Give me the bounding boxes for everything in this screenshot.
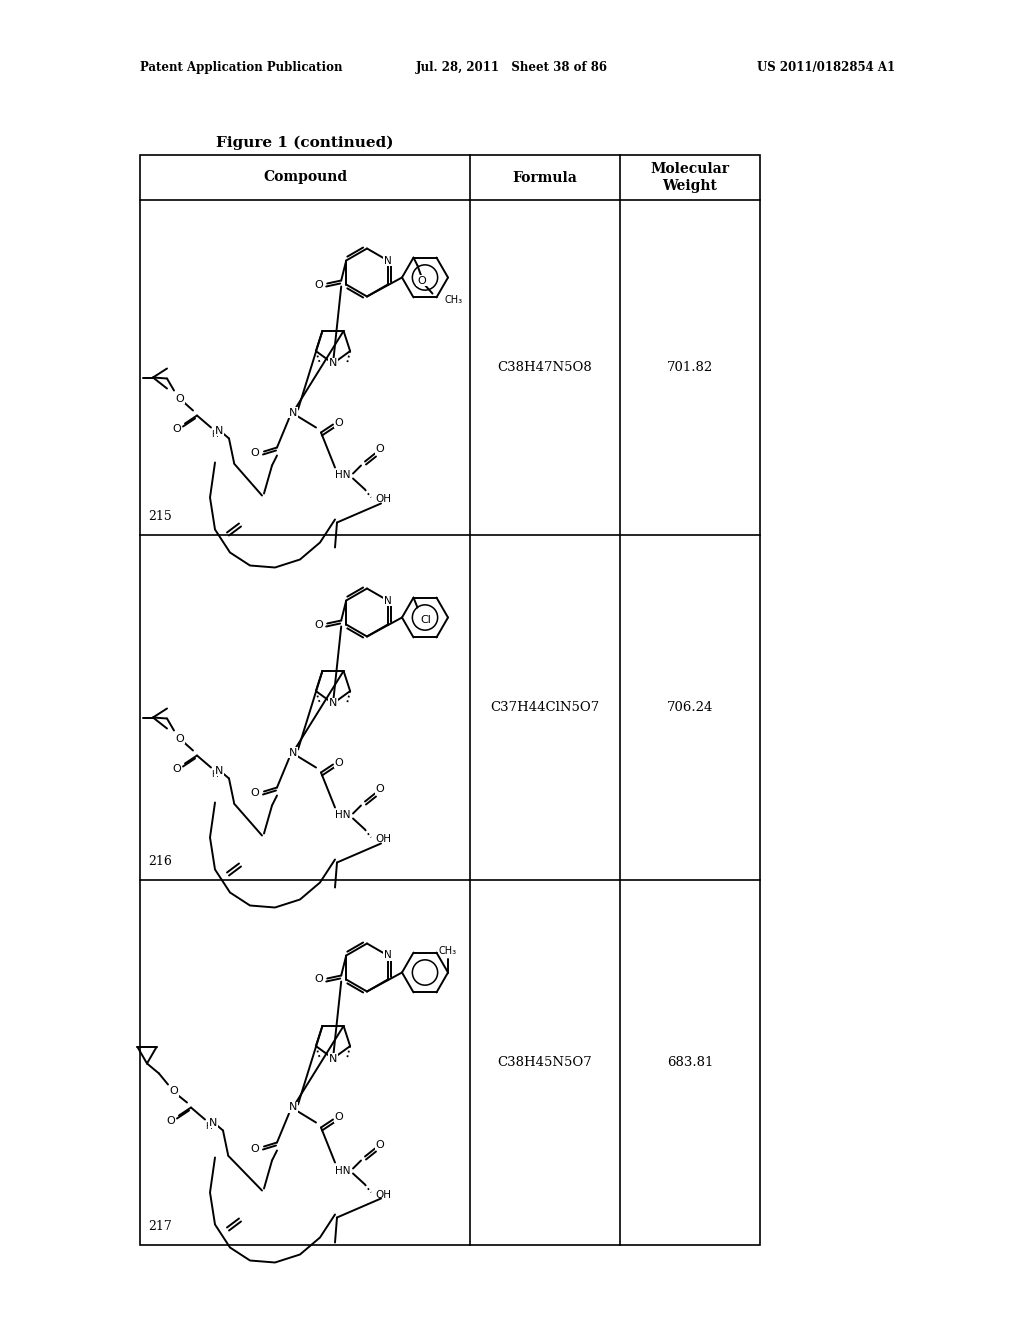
Text: HN: HN <box>335 470 351 480</box>
Text: O: O <box>335 758 343 767</box>
Text: HN: HN <box>335 1166 351 1176</box>
Text: OH: OH <box>375 834 391 845</box>
Text: C38H45N5O7: C38H45N5O7 <box>498 1056 592 1069</box>
Text: C37H44ClN5O7: C37H44ClN5O7 <box>490 701 600 714</box>
Text: O: O <box>335 1113 343 1122</box>
Text: O: O <box>417 276 426 285</box>
Text: Figure 1 (continued): Figure 1 (continued) <box>216 136 394 150</box>
Text: 216: 216 <box>148 855 172 869</box>
Text: O: O <box>173 763 181 774</box>
Text: O: O <box>170 1086 178 1097</box>
Text: O: O <box>314 280 324 289</box>
Text: H: H <box>211 430 217 440</box>
Text: 215: 215 <box>148 510 172 523</box>
Text: N: N <box>384 256 391 265</box>
Text: O: O <box>173 424 181 433</box>
Text: Compound: Compound <box>263 170 347 185</box>
Text: Formula: Formula <box>513 170 578 185</box>
Text: N: N <box>215 766 223 776</box>
Text: O: O <box>176 393 184 404</box>
Text: N: N <box>329 359 337 368</box>
Text: O: O <box>314 619 324 630</box>
Text: OH: OH <box>375 495 391 504</box>
Text: Molecular
Weight: Molecular Weight <box>650 162 729 193</box>
Text: N: N <box>289 408 297 417</box>
Text: H: H <box>205 1122 211 1131</box>
Text: O: O <box>251 788 259 799</box>
Text: O: O <box>251 449 259 458</box>
Text: Jul. 28, 2011   Sheet 38 of 86: Jul. 28, 2011 Sheet 38 of 86 <box>416 62 608 74</box>
Text: O: O <box>251 1143 259 1154</box>
Text: N: N <box>329 698 337 709</box>
Text: OH: OH <box>375 1189 391 1200</box>
Text: N: N <box>209 1118 217 1127</box>
Text: N: N <box>329 1053 337 1064</box>
Text: H: H <box>211 770 217 779</box>
Text: N: N <box>289 747 297 758</box>
Text: N: N <box>384 595 391 606</box>
Text: HN: HN <box>335 810 351 821</box>
Text: O: O <box>376 445 384 454</box>
Text: O: O <box>314 974 324 985</box>
Text: Cl: Cl <box>420 615 431 624</box>
Bar <box>140 154 760 1245</box>
Text: CH₃: CH₃ <box>444 294 463 305</box>
Text: 701.82: 701.82 <box>667 360 713 374</box>
Text: O: O <box>376 1139 384 1150</box>
Text: O: O <box>167 1115 175 1126</box>
Text: 217: 217 <box>148 1220 172 1233</box>
Text: N: N <box>289 1102 297 1113</box>
Text: O: O <box>176 734 184 743</box>
Text: Patent Application Publication: Patent Application Publication <box>140 62 342 74</box>
Text: C38H47N5O8: C38H47N5O8 <box>498 360 592 374</box>
Text: US 2011/0182854 A1: US 2011/0182854 A1 <box>757 62 895 74</box>
Text: 706.24: 706.24 <box>667 701 713 714</box>
Text: O: O <box>335 417 343 428</box>
Text: O: O <box>376 784 384 795</box>
Text: N: N <box>215 425 223 436</box>
Text: N: N <box>384 950 391 961</box>
Text: 683.81: 683.81 <box>667 1056 713 1069</box>
Text: CH₃: CH₃ <box>439 945 457 956</box>
